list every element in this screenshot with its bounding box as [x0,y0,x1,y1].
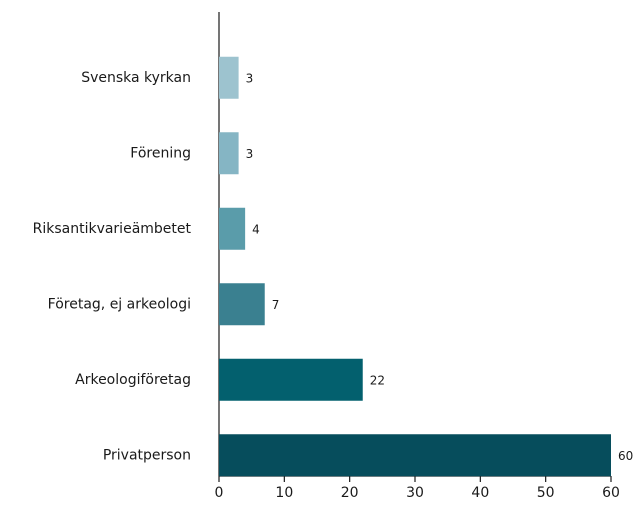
bar [219,56,239,99]
x-tick-label: 30 [406,485,424,501]
bar [219,358,363,401]
value-label: 7 [272,298,280,312]
bar [219,283,265,326]
y-tick-label: Företag, ej arkeologi [48,296,191,312]
x-tick-label: 50 [537,485,555,501]
y-tick-label: Förening [130,145,191,161]
value-label: 60 [618,449,633,463]
x-tick-label: 0 [215,485,224,501]
value-label: 3 [246,71,254,85]
bar [219,434,611,477]
bar [219,132,239,175]
y-tick-label: Svenska kyrkan [81,70,191,86]
value-label: 3 [246,147,254,161]
y-tick-label: Privatperson [103,447,191,463]
bar [219,207,246,250]
value-label: 4 [252,222,260,236]
x-tick-label: 60 [602,485,620,501]
y-tick-label: Riksantikvarieämbetet [33,221,192,237]
x-tick-label: 10 [275,485,293,501]
value-label: 22 [370,373,385,387]
y-tick-label: Arkeologiföretag [75,372,191,388]
x-tick-label: 40 [471,485,489,501]
x-tick-label: 20 [341,485,359,501]
